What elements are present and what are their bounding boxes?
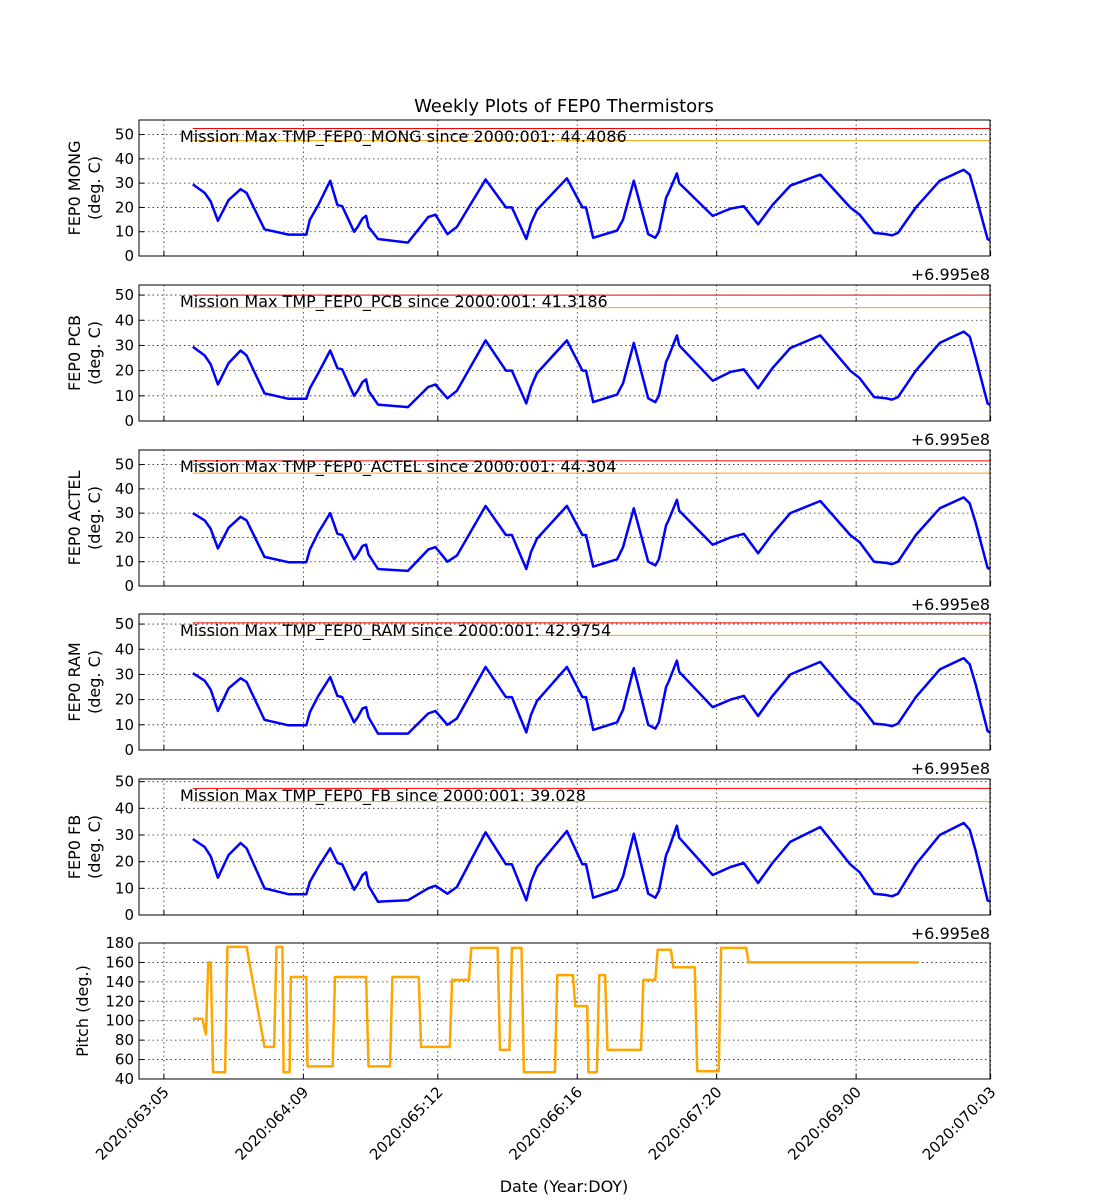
y-tick-label: 20 [115, 528, 134, 546]
x-tick-label: 2020:064:09 [232, 1083, 313, 1164]
plot-frame [138, 449, 991, 587]
y-tick-label: 50 [115, 456, 134, 474]
y-axis-unit: (deg. C) [85, 650, 104, 714]
y-tick-label: 50 [115, 615, 134, 633]
y-tick-label: 140 [105, 973, 134, 991]
series-line [192, 496, 990, 573]
mission-max-annotation: Mission Max TMP_FEP0_PCB since 2000:001:… [180, 292, 608, 312]
panels: 0 10 20 30 40 50 Mission Max TMP_FEP0_MONG sin… [65, 119, 1000, 1164]
y-tick-label: 10 [115, 223, 134, 241]
axis-offset-label: +6.995e8 [911, 265, 990, 284]
mission-max-annotation: Mission Max TMP_FEP0_RAM since 2000:001:… [180, 621, 611, 641]
y-tick-label: 20 [115, 362, 134, 380]
y-tick-label: 40 [115, 1070, 134, 1088]
y-tick-label: 30 [115, 665, 134, 683]
y-tick-label: 0 [124, 247, 134, 265]
x-tick-label: 2020:067:20 [645, 1083, 726, 1164]
plot-frame [138, 613, 991, 751]
y-tick-label: 20 [115, 198, 134, 216]
panel-4: 0 10 20 30 40 50 Mission Max TMP_FEP0_FB since… [65, 773, 992, 943]
y-tick-label: 20 [115, 691, 134, 709]
panel-0: 0 10 20 30 40 50 Mission Max TMP_FEP0_MONG sin… [65, 119, 992, 284]
y-axis-label: FEP0 RAM [65, 642, 84, 721]
y-tick-label: 20 [115, 853, 134, 871]
y-tick-label: 180 [105, 934, 134, 952]
x-tick-label: 2020:065:12 [366, 1083, 447, 1164]
chart-title: Weekly Plots of FEP0 Thermistors [414, 96, 714, 117]
y-tick-label: 40 [115, 150, 134, 168]
y-tick-label: 10 [115, 553, 134, 571]
plot-frame [138, 778, 991, 916]
y-tick-label: 30 [115, 504, 134, 522]
y-axis-unit: (deg. C) [85, 815, 104, 879]
y-axis-label: FEP0 PCB [65, 315, 84, 391]
y-tick-label: 100 [105, 1012, 134, 1030]
y-tick-label: 50 [115, 773, 134, 791]
y-tick-label: 40 [115, 799, 134, 817]
y-axis-unit: (deg. C) [85, 156, 104, 220]
y-axis-unit: (deg. C) [85, 486, 104, 550]
series-line [192, 945, 919, 1074]
y-tick-label: 30 [115, 174, 134, 192]
y-axis-label: FEP0 FB [65, 815, 84, 879]
y-tick-label: 160 [105, 953, 134, 971]
x-tick-label: 2020:063:05 [92, 1083, 173, 1164]
plot-frame [138, 119, 991, 257]
y-axis-label: FEP0 MONG [65, 141, 84, 236]
x-tick-label: 2020:066:16 [505, 1083, 586, 1164]
y-tick-label: 0 [124, 577, 134, 595]
mission-max-annotation: Mission Max TMP_FEP0_ACTEL since 2000:00… [180, 457, 616, 477]
y-tick-label: 120 [105, 992, 134, 1010]
x-tick-label: 2020:070:03 [919, 1083, 1000, 1164]
y-tick-label: 30 [115, 336, 134, 354]
y-tick-label: 80 [115, 1031, 134, 1049]
plot-frame [138, 942, 991, 1080]
plot-frame [138, 284, 991, 422]
x-axis-label: Date (Year:DOY) [500, 1177, 629, 1196]
y-axis-label: Pitch (deg.) [73, 965, 92, 1057]
y-tick-label: 10 [115, 716, 134, 734]
series-line [192, 330, 990, 409]
y-axis-unit: (deg. C) [85, 321, 104, 385]
series-line [192, 656, 990, 735]
series-line [192, 168, 990, 244]
y-tick-label: 50 [115, 126, 134, 144]
axis-offset-label: +6.995e8 [911, 430, 990, 449]
x-tick-label: 2020:069:00 [784, 1083, 865, 1164]
y-tick-label: 0 [124, 906, 134, 924]
panel-1: 0 10 20 30 40 50 Mission Max TMP_FEP0_PCB sinc… [65, 284, 992, 449]
y-axis-label: FEP0 ACTEL [65, 470, 84, 565]
axis-offset-label: +6.995e8 [911, 759, 990, 778]
y-tick-label: 60 [115, 1051, 134, 1069]
y-tick-label: 40 [115, 640, 134, 658]
y-tick-label: 30 [115, 826, 134, 844]
y-tick-label: 10 [115, 879, 134, 897]
mission-max-annotation: Mission Max TMP_FEP0_MONG since 2000:001… [180, 127, 627, 147]
y-tick-label: 0 [124, 412, 134, 430]
mission-max-annotation: Mission Max TMP_FEP0_FB since 2000:001: … [180, 786, 586, 806]
axis-offset-label: +6.995e8 [911, 595, 990, 614]
y-tick-label: 40 [115, 480, 134, 498]
axis-offset-label: +6.995e8 [911, 924, 990, 943]
y-tick-label: 0 [124, 741, 134, 759]
y-tick-label: 40 [115, 311, 134, 329]
panel-2: 0 10 20 30 40 50 Mission Max TMP_FEP0_ACTEL si… [65, 449, 992, 614]
series-line [192, 821, 990, 903]
y-tick-label: 10 [115, 387, 134, 405]
panel-3: 0 10 20 30 40 50 Mission Max TMP_FEP0_RAM sinc… [65, 613, 992, 778]
y-tick-label: 50 [115, 286, 134, 304]
